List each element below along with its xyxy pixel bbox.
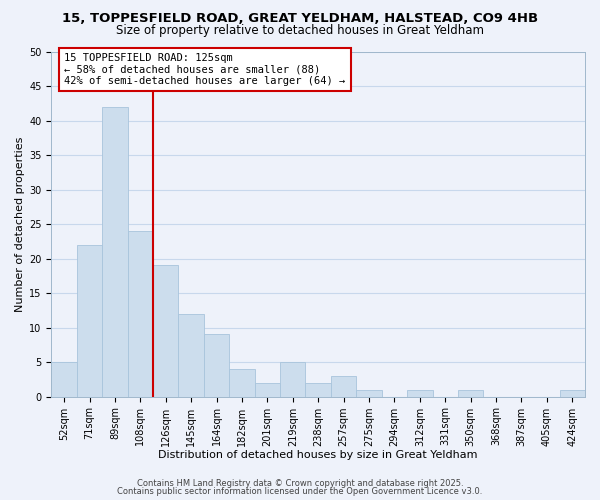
Text: Contains HM Land Registry data © Crown copyright and database right 2025.: Contains HM Land Registry data © Crown c… — [137, 478, 463, 488]
Bar — [178, 314, 204, 396]
Bar — [153, 266, 178, 396]
Bar — [254, 383, 280, 396]
Text: 15 TOPPESFIELD ROAD: 125sqm
← 58% of detached houses are smaller (88)
42% of sem: 15 TOPPESFIELD ROAD: 125sqm ← 58% of det… — [64, 53, 346, 86]
Bar — [102, 106, 128, 397]
Bar — [128, 231, 153, 396]
Bar — [305, 383, 331, 396]
Bar — [356, 390, 382, 396]
Bar — [458, 390, 484, 396]
Text: Contains public sector information licensed under the Open Government Licence v3: Contains public sector information licen… — [118, 487, 482, 496]
Bar — [280, 362, 305, 396]
Y-axis label: Number of detached properties: Number of detached properties — [15, 136, 25, 312]
Text: 15, TOPPESFIELD ROAD, GREAT YELDHAM, HALSTEAD, CO9 4HB: 15, TOPPESFIELD ROAD, GREAT YELDHAM, HAL… — [62, 12, 538, 26]
Text: Size of property relative to detached houses in Great Yeldham: Size of property relative to detached ho… — [116, 24, 484, 37]
Bar — [407, 390, 433, 396]
Bar — [331, 376, 356, 396]
Bar — [560, 390, 585, 396]
Bar — [204, 334, 229, 396]
Bar — [52, 362, 77, 396]
X-axis label: Distribution of detached houses by size in Great Yeldham: Distribution of detached houses by size … — [158, 450, 478, 460]
Bar — [77, 245, 102, 396]
Bar — [229, 369, 254, 396]
